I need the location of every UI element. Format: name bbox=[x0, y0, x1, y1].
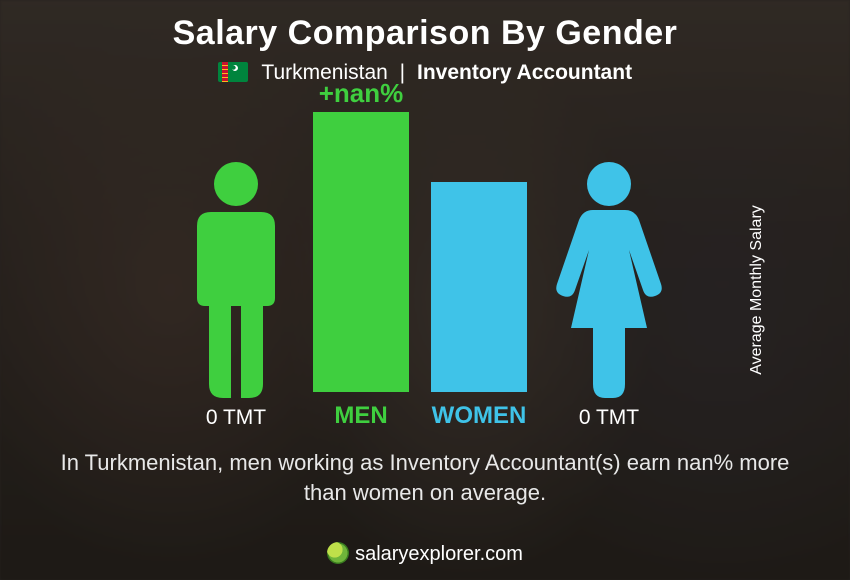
page-title: Salary Comparison By Gender bbox=[0, 0, 850, 53]
women-bar-column: WOMEN bbox=[431, 100, 527, 430]
male-icon-column: 0 TMT bbox=[181, 100, 291, 430]
flag-icon bbox=[218, 62, 248, 82]
infographic-content: Salary Comparison By Gender Turkmenistan… bbox=[0, 0, 850, 580]
footer: salaryexplorer.com bbox=[0, 542, 850, 566]
women-bar-wrap bbox=[431, 112, 527, 392]
job-title: Inventory Accountant bbox=[417, 61, 632, 84]
women-bar bbox=[431, 182, 527, 392]
female-icon bbox=[549, 158, 669, 398]
female-value: 0 TMT bbox=[579, 406, 639, 430]
men-bar-wrap: +nan% bbox=[313, 112, 409, 392]
page-subtitle: Turkmenistan | Inventory Accountant bbox=[0, 53, 850, 85]
y-axis-label: Average Monthly Salary bbox=[748, 205, 766, 375]
men-bar-column: +nan% MEN bbox=[313, 100, 409, 430]
gender-chart: 0 TMT +nan% MEN WOMEN 0 TM bbox=[0, 100, 850, 430]
caption-text: In Turkmenistan, men working as Inventor… bbox=[40, 448, 810, 507]
men-bar-label: MEN bbox=[334, 402, 387, 430]
women-bar-label: WOMEN bbox=[432, 402, 527, 430]
male-icon bbox=[181, 158, 291, 398]
men-bar bbox=[313, 112, 409, 392]
pct-label: +nan% bbox=[313, 78, 409, 109]
female-icon-column: 0 TMT bbox=[549, 100, 669, 430]
site-name: salaryexplorer.com bbox=[355, 543, 523, 565]
logo-icon bbox=[327, 542, 349, 564]
male-value: 0 TMT bbox=[206, 406, 266, 430]
